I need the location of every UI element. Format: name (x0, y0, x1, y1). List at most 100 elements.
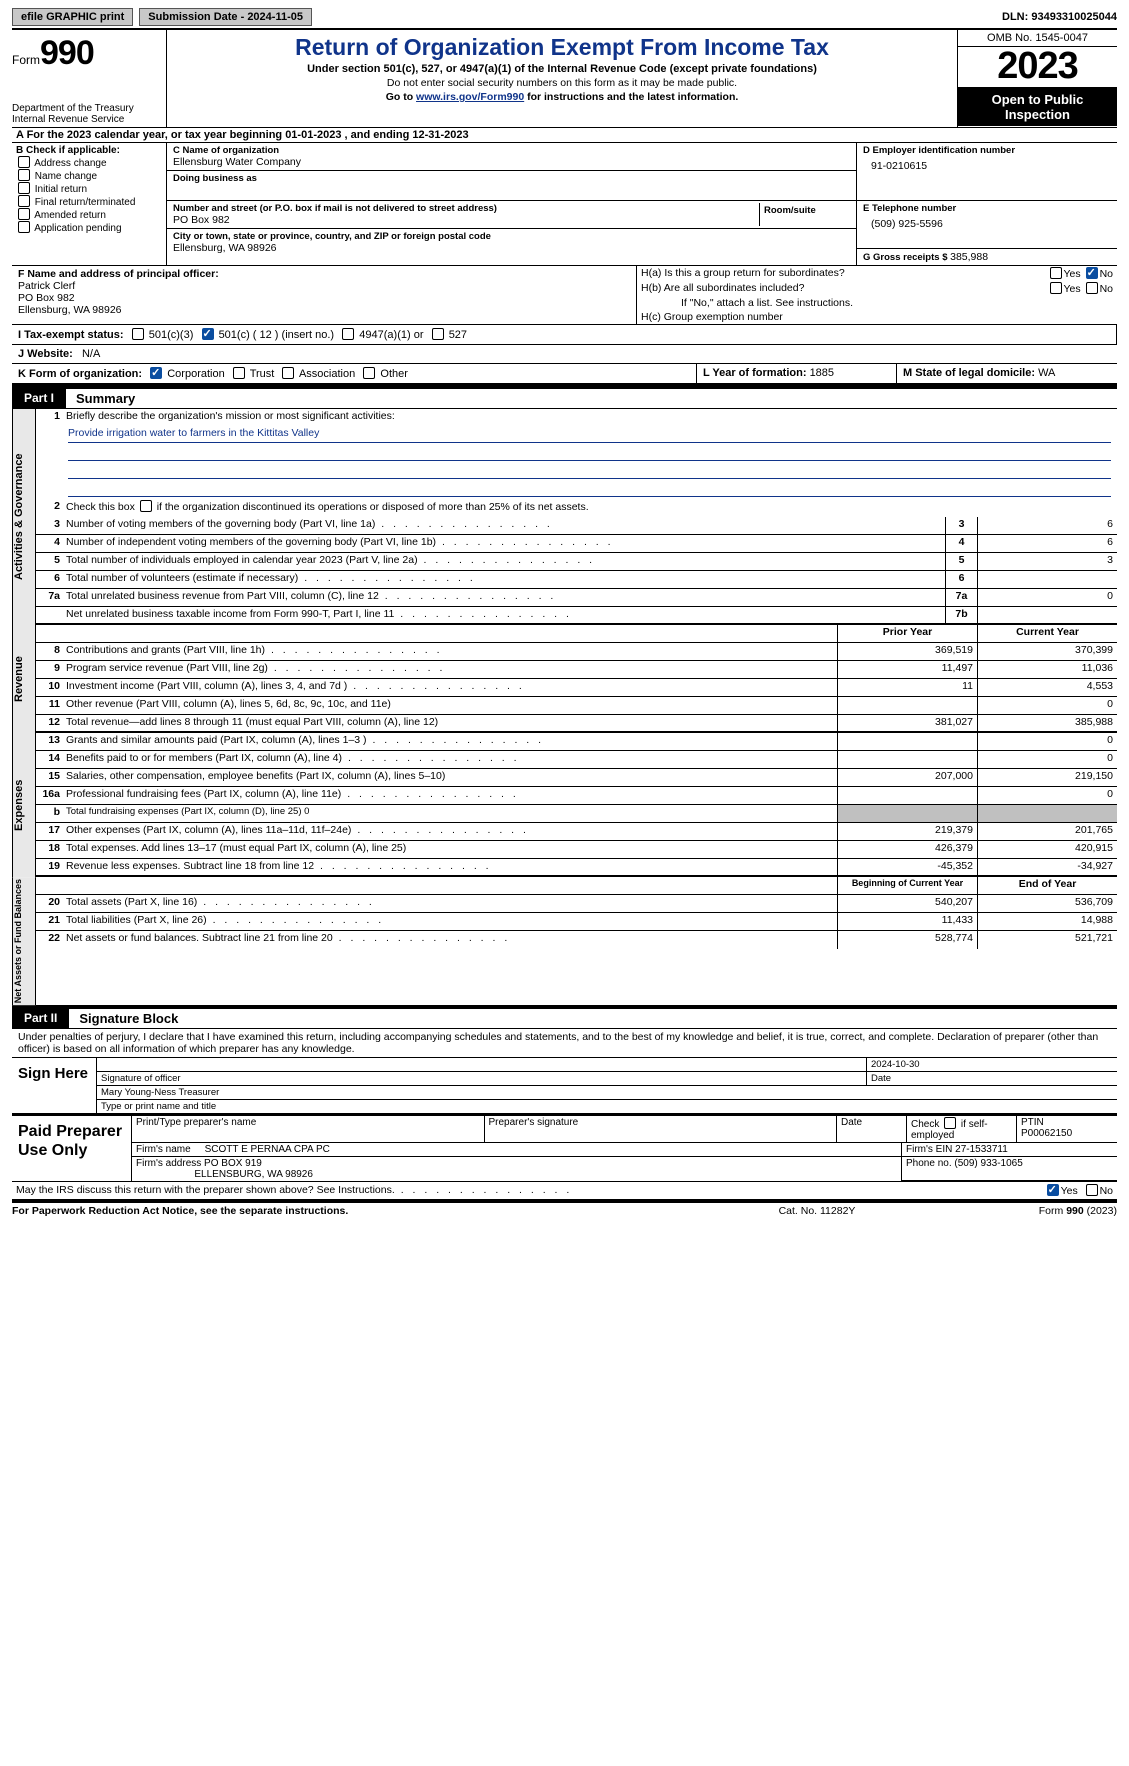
checkbox-amended-return[interactable] (18, 208, 30, 220)
footer: For Paperwork Reduction Act Notice, see … (12, 1202, 1117, 1217)
l19-label: Revenue less expenses. Subtract line 18 … (64, 859, 837, 875)
l12-prior: 381,027 (837, 715, 977, 731)
efile-print-button[interactable]: efile GRAPHIC print (12, 8, 133, 26)
l9-curr: 11,036 (977, 661, 1117, 678)
subtitle-2: Do not enter social security numbers on … (173, 77, 951, 89)
checkbox-address-change[interactable] (18, 156, 30, 168)
part2-tag: Part II (12, 1009, 69, 1028)
l13-prior (837, 733, 977, 750)
hb-note: If "No," attach a list. See instructions… (641, 297, 1113, 309)
l16b-prior (837, 805, 977, 822)
l14-prior (837, 751, 977, 768)
checkbox-4947[interactable] (342, 328, 354, 340)
hb-yes-label: Yes (1064, 283, 1081, 295)
checkbox-name-change[interactable] (18, 169, 30, 181)
label-initial-return: Initial return (35, 184, 87, 195)
checkbox-501c3[interactable] (132, 328, 144, 340)
l1-label: Briefly describe the organization's miss… (64, 409, 1117, 427)
checkbox-trust[interactable] (233, 367, 245, 379)
l12-curr: 385,988 (977, 715, 1117, 731)
city-label: City or town, state or province, country… (173, 231, 850, 242)
officer-label: F Name and address of principal officer: (18, 268, 219, 280)
checkbox-ha-no[interactable] (1086, 267, 1098, 279)
firm-addr2: ELLENSBURG, WA 98926 (194, 1169, 313, 1180)
ptin-value: P00062150 (1021, 1128, 1072, 1139)
side-expenses: Expenses (12, 733, 36, 877)
l11-prior (837, 697, 977, 714)
topbar: efile GRAPHIC print Submission Date - 20… (12, 8, 1117, 26)
discuss-row: May the IRS discuss this return with the… (12, 1182, 1117, 1202)
row-klm: K Form of organization: Corporation Trus… (12, 364, 1117, 386)
mission-blank1 (68, 445, 1111, 461)
hdr-beg: Beginning of Current Year (837, 877, 977, 894)
checkbox-discuss-yes[interactable] (1047, 1184, 1059, 1196)
l18-curr: 420,915 (977, 841, 1117, 858)
l7b-value (977, 607, 1117, 623)
l15-prior: 207,000 (837, 769, 977, 786)
row-j: J Website: N/A (12, 345, 1117, 364)
checkbox-assoc[interactable] (282, 367, 294, 379)
firm-ein-value: 27-1533711 (955, 1144, 1008, 1155)
ein-value: 91-0210615 (863, 156, 1111, 176)
firm-phone-value: (509) 933-1065 (954, 1158, 1022, 1169)
firm-ein-label: Firm's EIN (906, 1144, 952, 1155)
checkbox-corp[interactable] (150, 367, 162, 379)
checkbox-hb-yes[interactable] (1050, 282, 1062, 294)
side-activities: Activities & Governance (12, 409, 36, 625)
form-org-label: K Form of organization: (18, 368, 142, 380)
opt-501c3: 501(c)(3) (149, 329, 194, 341)
sig-name-value: Mary Young-Ness Treasurer (97, 1086, 1117, 1099)
checkbox-other[interactable] (363, 367, 375, 379)
part1-title: Summary (66, 389, 145, 408)
hb-no-label: No (1100, 283, 1113, 295)
hb-question: H(b) Are all subordinates included? (641, 282, 1048, 295)
opt-other: Other (380, 368, 408, 380)
l21-curr: 14,988 (977, 913, 1117, 930)
preparer-block: Paid Preparer Use Only Print/Type prepar… (12, 1116, 1117, 1182)
box-h: H(a) Is this a group return for subordin… (637, 266, 1117, 324)
checkbox-527[interactable] (432, 328, 444, 340)
l8-prior: 369,519 (837, 643, 977, 660)
checkbox-ha-yes[interactable] (1050, 267, 1062, 279)
box-c: C Name of organization Ellensburg Water … (167, 143, 857, 265)
opt-501c: 501(c) ( 12 ) (insert no.) (219, 329, 335, 341)
opt-4947: 4947(a)(1) or (359, 329, 423, 341)
ein-label: D Employer identification number (863, 145, 1111, 156)
checkbox-app-pending[interactable] (18, 221, 30, 233)
firm-name-value: SCOTT E PERNAA CPA PC (205, 1144, 330, 1155)
checkbox-final-return[interactable] (18, 195, 30, 207)
l17-label: Other expenses (Part IX, column (A), lin… (64, 823, 837, 840)
firm-addr-label: Firm's address (136, 1158, 201, 1169)
tax-year: 2023 (958, 47, 1117, 88)
officer-name: Patrick Clerf (18, 280, 630, 292)
l4-label: Number of independent voting members of … (64, 535, 945, 552)
l18-prior: 426,379 (837, 841, 977, 858)
sig-officer-label: Signature of officer (97, 1072, 867, 1085)
l5-label: Total number of individuals employed in … (64, 553, 945, 570)
checkbox-discontinued[interactable] (140, 500, 152, 512)
checkbox-initial-return[interactable] (18, 182, 30, 194)
l3-label: Number of voting members of the governin… (64, 517, 945, 534)
checkbox-self-employed[interactable] (944, 1117, 956, 1129)
l21-prior: 11,433 (837, 913, 977, 930)
subtitle-3: Go to www.irs.gov/Form990 for instructio… (173, 91, 951, 103)
checkbox-hb-no[interactable] (1086, 282, 1098, 294)
l17-curr: 201,765 (977, 823, 1117, 840)
section-fh: F Name and address of principal officer:… (12, 266, 1117, 325)
checkbox-501c[interactable] (202, 328, 214, 340)
l16a-curr: 0 (977, 787, 1117, 804)
side-netassets: Net Assets or Fund Balances (12, 877, 36, 1005)
l20-label: Total assets (Part X, line 16) (64, 895, 837, 912)
website-value: N/A (82, 348, 100, 360)
form-number-value: 990 (40, 34, 94, 72)
l15-label: Salaries, other compensation, employee b… (64, 769, 837, 786)
footer-paperwork: For Paperwork Reduction Act Notice, see … (12, 1205, 717, 1217)
l9-prior: 11,497 (837, 661, 977, 678)
sign-here-label: Sign Here (12, 1058, 97, 1113)
checkbox-discuss-no[interactable] (1086, 1184, 1098, 1196)
submission-date-button[interactable]: Submission Date - 2024-11-05 (139, 8, 312, 26)
phone-label: E Telephone number (863, 203, 1111, 214)
year-formation-value: 1885 (810, 367, 834, 379)
hdr-end: End of Year (977, 877, 1117, 894)
form990-link[interactable]: www.irs.gov/Form990 (416, 91, 524, 103)
